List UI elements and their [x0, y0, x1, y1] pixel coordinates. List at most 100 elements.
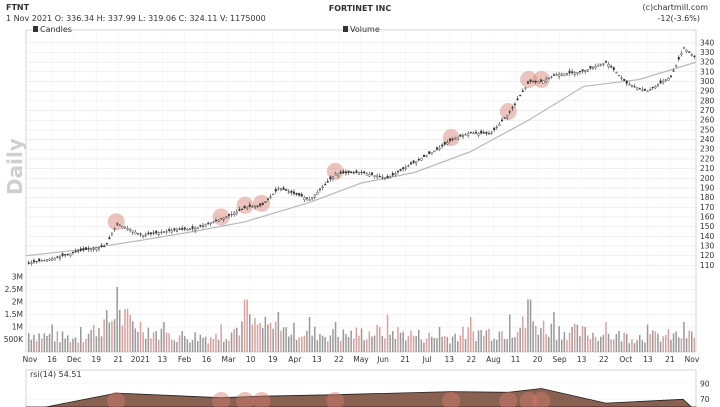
- volume-bar: [683, 322, 685, 352]
- volume-bar: [545, 334, 547, 352]
- candle-body: [199, 224, 202, 227]
- volume-bar: [384, 338, 386, 352]
- legend-candles: Candles: [40, 25, 72, 34]
- candle-body: [306, 197, 309, 199]
- watermark: (c)chartmill.com: [642, 3, 708, 12]
- time-tick-label: Nov: [685, 355, 700, 364]
- candle-body: [581, 69, 584, 72]
- candle-body: [415, 161, 418, 164]
- candle-body: [459, 134, 462, 137]
- volume-bar: [28, 333, 30, 352]
- price-tick-label: 250: [700, 125, 715, 134]
- volume-bar: [680, 338, 683, 352]
- candle-body: [126, 228, 129, 231]
- time-tick-label: May: [353, 355, 369, 364]
- candle-body: [368, 173, 371, 177]
- candle-body: [308, 199, 311, 201]
- candle-body: [620, 77, 623, 79]
- volume-bar: [282, 327, 285, 352]
- candle-body: [178, 228, 181, 230]
- volume-bar: [210, 337, 212, 352]
- volume-bar: [652, 330, 654, 352]
- candle-body: [313, 194, 316, 198]
- candle-body: [568, 70, 571, 74]
- candle-body: [311, 197, 314, 200]
- candle-body: [443, 141, 446, 145]
- rsi-highlight: [236, 392, 255, 407]
- volume-bar: [321, 335, 324, 352]
- candle-body: [524, 87, 527, 89]
- candle-body: [285, 189, 288, 191]
- price-tick-label: 320: [700, 58, 715, 67]
- candle-body: [680, 53, 683, 55]
- signal-highlight: [442, 129, 460, 147]
- volume-bar: [173, 340, 176, 352]
- volume-bar: [441, 336, 443, 352]
- candle-body: [542, 80, 545, 84]
- candle-body: [332, 176, 335, 179]
- candle-body: [480, 130, 483, 134]
- candle-body: [584, 70, 587, 72]
- volume-bar: [269, 322, 272, 352]
- candle-body: [384, 177, 387, 179]
- volume-bar: [368, 331, 371, 352]
- volume-bar: [584, 327, 586, 352]
- candle-body: [272, 193, 275, 196]
- volume-bar: [527, 299, 529, 352]
- time-tick-label: 13: [444, 355, 454, 364]
- time-tick-label: 10: [246, 355, 256, 364]
- candle-body: [342, 171, 345, 174]
- candle-body: [610, 66, 613, 68]
- volume-bar: [51, 324, 53, 352]
- volume-bar: [249, 314, 251, 352]
- candle-body: [430, 152, 433, 155]
- volume-bar: [540, 328, 542, 352]
- candle-body: [638, 88, 641, 90]
- volume-bar: [85, 338, 87, 352]
- volume-bar: [639, 335, 641, 352]
- price-tick-label: 270: [700, 106, 715, 115]
- volume-bar: [223, 341, 225, 352]
- volume-bar: [537, 334, 540, 352]
- volume-bar: [444, 336, 446, 352]
- candle-body: [316, 192, 319, 195]
- candle-body: [74, 250, 77, 253]
- volume-bar: [340, 340, 342, 352]
- time-tick-label: Mar: [222, 355, 237, 364]
- price-tick-label: 190: [700, 183, 715, 192]
- candle-body: [40, 260, 43, 262]
- candle-body: [358, 172, 361, 175]
- volume-bar: [412, 335, 415, 352]
- candle-body: [149, 232, 152, 235]
- candle-body: [233, 212, 236, 215]
- candle-body: [274, 189, 277, 192]
- candle-body: [428, 151, 431, 155]
- quote-line: 1 Nov 2021 O: 336.34 H: 337.99 L: 319.06…: [6, 14, 266, 23]
- volume-bar: [254, 318, 256, 352]
- volume-bar: [493, 338, 495, 352]
- candle-body: [87, 248, 90, 250]
- volume-bar: [64, 338, 66, 352]
- price-tick-label: 280: [700, 96, 715, 105]
- volume-bar: [641, 340, 644, 352]
- volume-bar: [243, 299, 246, 352]
- volume-bar: [672, 333, 675, 352]
- volume-bar: [561, 339, 563, 352]
- volume-bar: [129, 315, 131, 352]
- volume-bar: [168, 333, 170, 352]
- volume-bar: [501, 331, 503, 352]
- volume-bar: [256, 324, 259, 352]
- time-tick-label: Sep: [553, 355, 567, 364]
- candle-body: [360, 171, 363, 174]
- moving-average-line: [25, 61, 697, 257]
- volume-bar: [446, 336, 449, 352]
- rsi-tick-label: 70: [700, 395, 710, 404]
- time-tick-label: 22: [334, 355, 344, 364]
- candle-body: [389, 176, 392, 179]
- volume-bar: [87, 333, 90, 352]
- volume-bar: [150, 338, 152, 352]
- candle-body: [248, 204, 251, 208]
- candle-body: [134, 231, 137, 235]
- candle-body: [303, 197, 306, 200]
